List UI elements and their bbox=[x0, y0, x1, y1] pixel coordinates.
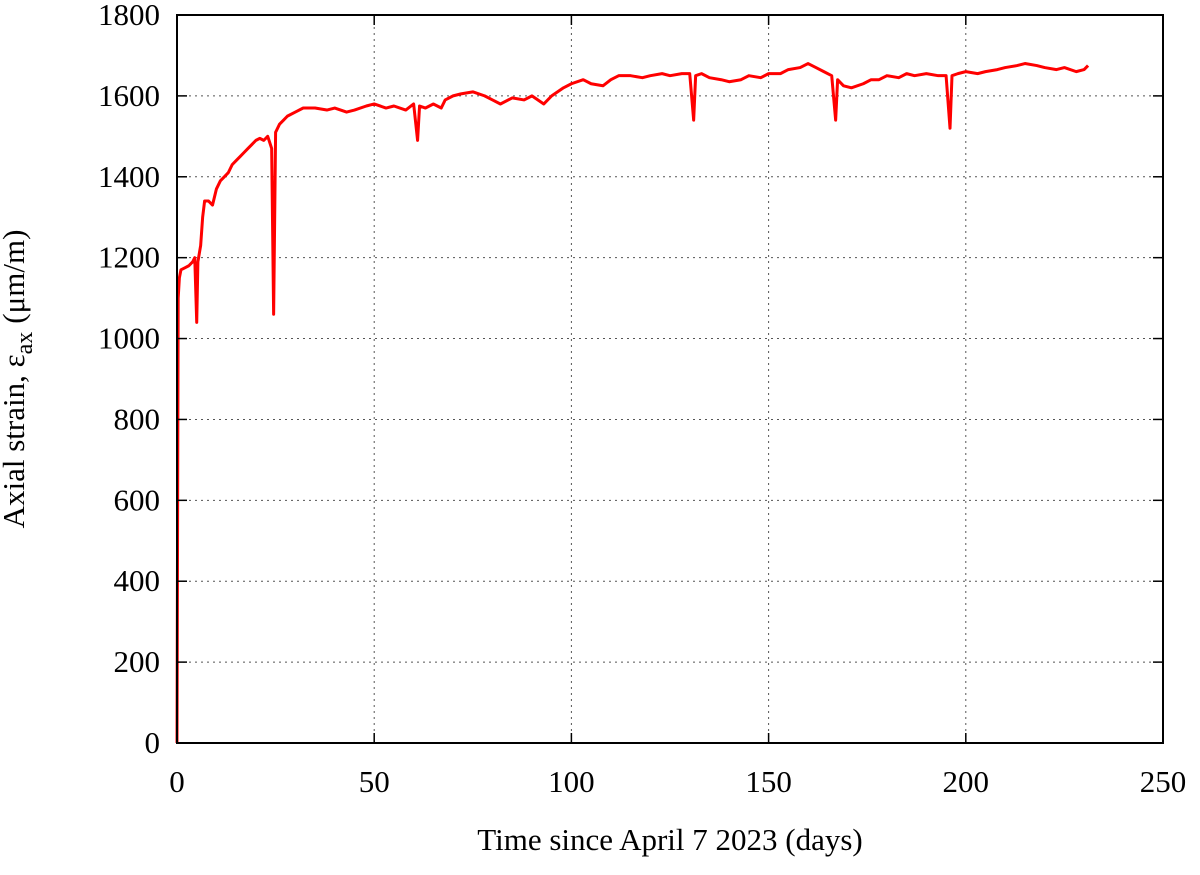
y-tick-label: 1800 bbox=[98, 0, 160, 32]
y-tick-label: 1400 bbox=[98, 159, 160, 194]
axes: 0 200 400 600 800 1000 1200 1400 1600 1800 0 50 100 1… bbox=[98, 0, 1186, 799]
x-tick-label: 100 bbox=[548, 764, 595, 799]
y-axis-label: Axial strain, εax (μm/m) bbox=[0, 230, 38, 529]
y-tick-label: 1200 bbox=[98, 240, 160, 275]
plot bbox=[175, 62, 1090, 744]
y-axis-label-subscript: ax bbox=[12, 332, 38, 355]
data-line bbox=[175, 62, 1090, 744]
y-tick-label: 600 bbox=[114, 482, 161, 517]
x-tick-label: 0 bbox=[169, 764, 185, 799]
y-tick-label: 0 bbox=[145, 725, 161, 760]
y-tick-label: 1000 bbox=[98, 321, 160, 356]
x-tick-label: 50 bbox=[359, 764, 390, 799]
x-tick-label: 150 bbox=[745, 764, 792, 799]
x-tick-label: 250 bbox=[1140, 764, 1187, 799]
x-axis-label: Time since April 7 2023 (days) bbox=[477, 822, 862, 857]
y-tick-label: 1600 bbox=[98, 78, 160, 113]
y-tick-label: 800 bbox=[114, 401, 161, 436]
x-tick-label: 200 bbox=[943, 764, 990, 799]
y-axis-label-unit: (μm/m) bbox=[0, 230, 31, 324]
y-axis-label-main: Axial strain, ε bbox=[0, 354, 31, 528]
y-tick-label: 400 bbox=[114, 563, 161, 598]
grid bbox=[176, 14, 1164, 744]
y-tick-label: 200 bbox=[114, 644, 161, 679]
plot-frame bbox=[176, 14, 1164, 744]
